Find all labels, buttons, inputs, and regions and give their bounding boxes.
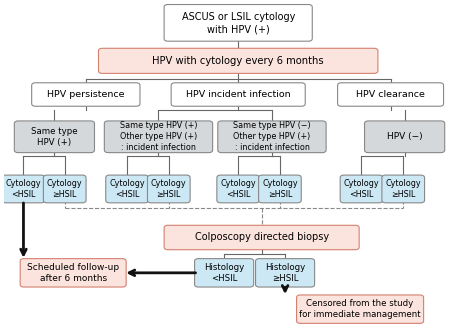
FancyBboxPatch shape [20,259,126,287]
FancyBboxPatch shape [147,175,190,203]
FancyBboxPatch shape [255,259,315,287]
Text: Histology
≥HSIL: Histology ≥HSIL [265,263,305,283]
FancyBboxPatch shape [217,175,260,203]
FancyBboxPatch shape [382,175,425,203]
Text: Cytology
≥HSIL: Cytology ≥HSIL [385,179,421,199]
Text: Cytology
<HSIL: Cytology <HSIL [220,179,256,199]
Text: ASCUS or LSIL cytology
with HPV (+): ASCUS or LSIL cytology with HPV (+) [182,12,295,34]
Text: Cytology
<HSIL: Cytology <HSIL [344,179,379,199]
FancyBboxPatch shape [218,121,326,153]
FancyBboxPatch shape [297,295,424,323]
Text: Censored from the study
for immediate management: Censored from the study for immediate ma… [299,299,421,319]
FancyBboxPatch shape [340,175,383,203]
FancyBboxPatch shape [14,121,94,153]
Text: HPV with cytology every 6 months: HPV with cytology every 6 months [152,56,324,66]
FancyBboxPatch shape [2,175,45,203]
Text: Same type HPV (+)
Other type HPV (+)
: incident infection: Same type HPV (+) Other type HPV (+) : i… [120,121,197,153]
Text: HPV persistence: HPV persistence [47,90,125,99]
Text: Histology
<HSIL: Histology <HSIL [204,263,244,283]
Text: Colposcopy directed biopsy: Colposcopy directed biopsy [194,232,328,242]
FancyBboxPatch shape [164,225,359,250]
FancyBboxPatch shape [106,175,148,203]
Text: Cytology
≥HSIL: Cytology ≥HSIL [262,179,298,199]
FancyBboxPatch shape [104,121,213,153]
FancyBboxPatch shape [99,48,378,73]
Text: HPV clearance: HPV clearance [356,90,425,99]
Text: Scheduled follow-up
after 6 months: Scheduled follow-up after 6 months [27,263,119,283]
FancyBboxPatch shape [44,175,86,203]
Text: HPV (−): HPV (−) [387,132,422,141]
Text: HPV incident infection: HPV incident infection [186,90,291,99]
FancyBboxPatch shape [259,175,301,203]
FancyBboxPatch shape [195,259,254,287]
FancyBboxPatch shape [171,83,305,106]
Text: Cytology
<HSIL: Cytology <HSIL [6,179,41,199]
Text: Same type
HPV (+): Same type HPV (+) [31,127,78,147]
Text: Cytology
≥HSIL: Cytology ≥HSIL [151,179,187,199]
FancyBboxPatch shape [32,83,140,106]
FancyBboxPatch shape [164,5,312,41]
Text: Cytology
<HSIL: Cytology <HSIL [109,179,145,199]
FancyBboxPatch shape [337,83,444,106]
FancyBboxPatch shape [365,121,445,153]
Text: Cytology
≥HSIL: Cytology ≥HSIL [47,179,82,199]
Text: Same type HPV (−)
Other type HPV (+)
: incident infection: Same type HPV (−) Other type HPV (+) : i… [233,121,311,153]
